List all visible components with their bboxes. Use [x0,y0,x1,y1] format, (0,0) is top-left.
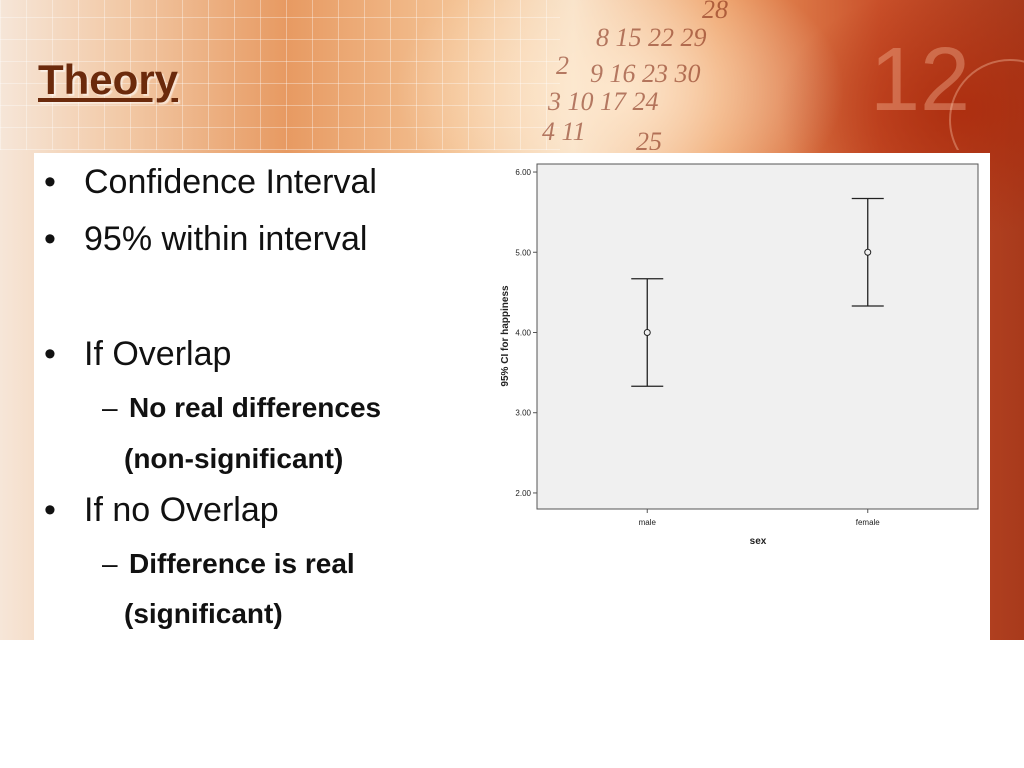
slide-title: Theory [38,56,179,103]
error-bar-chart: 2.00 3.00 4.00 5.00 6.00 male female sex 95% … [492,158,988,554]
calendar-numbers-decoration: 28 8 15 22 29 2 9 16 23 30 3 10 17 24 4 … [0,0,1024,150]
deco-number: 12 [870,30,970,130]
sub-bullet-continuation: (non-significant) [124,443,344,474]
deco-number: 28 [702,0,728,24]
y-tick-label: 3.00 [515,409,531,418]
bullet-dot: • [44,163,56,201]
bullet-text: 95% within interval [84,220,368,258]
deco-number: 8 15 22 29 [596,23,707,52]
y-tick-label: 4.00 [515,328,531,337]
error-bars [631,197,884,387]
mean-point [864,248,872,256]
y-tick-label: 6.00 [515,168,531,177]
bullet-text: If Overlap [84,335,232,373]
deco-number: 2 [556,51,569,80]
plot-area [536,163,979,510]
mean-point [643,328,651,336]
bullet-dot: • [44,491,56,529]
bullet-text: Confidence Interval [84,163,377,201]
bullet-dot: • [44,220,56,258]
sub-bullet-text: Difference is real [129,548,355,579]
bullet-text: If no Overlap [84,491,279,529]
y-axis: 2.00 3.00 4.00 5.00 6.00 [515,168,537,498]
sub-bullet-continuation: (significant) [124,598,283,629]
sub-bullet-dash: – [102,392,118,423]
y-axis-title: 95% CI for happiness [500,285,511,387]
header-grid-pattern [0,0,560,150]
x-axis: male female [639,509,881,527]
bullet-dot: • [44,335,56,373]
y-tick-label: 2.00 [515,489,531,498]
y-tick-label: 5.00 [515,248,531,257]
chart-svg: 2.00 3.00 4.00 5.00 6.00 male female sex 95% … [500,163,979,547]
clock-dial-decoration [949,59,1024,150]
sub-bullet-dash: – [102,548,118,579]
deco-number: 9 16 23 30 [590,59,701,88]
deco-number: 25 [636,127,662,150]
deco-number: 4 11 [542,117,586,146]
sub-bullet-text: No real differences [129,392,382,423]
deco-number: 3 10 17 24 [547,87,659,116]
x-tick-label: female [856,518,881,527]
x-tick-label: male [639,518,657,527]
x-axis-title: sex [750,536,767,547]
